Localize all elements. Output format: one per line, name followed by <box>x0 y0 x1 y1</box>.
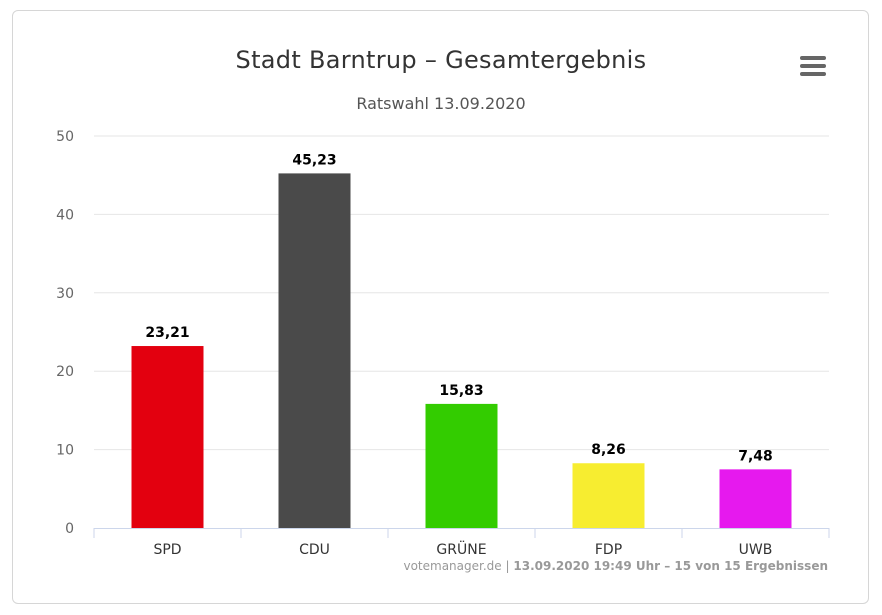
chart-title: Stadt Barntrup – Gesamtergebnis <box>235 46 647 74</box>
bar-spd <box>131 346 204 528</box>
y-tick-label: 50 <box>56 129 74 145</box>
bar-grüne <box>425 403 498 528</box>
data-label: 45,23 <box>292 152 336 168</box>
y-tick-label: 20 <box>56 364 74 380</box>
x-tick-label: GRÜNE <box>436 540 486 558</box>
menu-line <box>800 72 826 76</box>
y-tick-label: 10 <box>56 443 74 459</box>
data-label: 7,48 <box>738 448 773 464</box>
credits-timestamp: 13.09.2020 19:49 Uhr – 15 von 15 Ergebni… <box>513 559 828 573</box>
bar-fdp <box>572 463 645 528</box>
menu-line <box>800 64 826 68</box>
x-tick-label: UWB <box>739 542 773 558</box>
menu-line <box>800 56 826 60</box>
x-tick-label: SPD <box>153 542 181 558</box>
bar-uwb <box>719 469 792 528</box>
y-tick-label: 40 <box>56 207 74 223</box>
chart-subtitle: Ratswahl 13.09.2020 <box>356 94 526 113</box>
hamburger-menu-icon[interactable] <box>800 56 826 78</box>
chart-credits: votemanager.de | 13.09.2020 19:49 Uhr – … <box>403 559 828 573</box>
data-label: 8,26 <box>591 442 626 458</box>
y-tick-label: 30 <box>56 286 74 302</box>
x-tick-label: FDP <box>595 542 622 558</box>
data-label: 15,83 <box>439 383 483 399</box>
data-label: 23,21 <box>145 325 189 341</box>
y-tick-label: 0 <box>65 521 74 537</box>
bar-cdu <box>278 173 351 529</box>
credits-separator: | <box>505 559 510 573</box>
credits-source[interactable]: votemanager.de <box>403 559 502 573</box>
x-tick-label: CDU <box>299 542 330 558</box>
